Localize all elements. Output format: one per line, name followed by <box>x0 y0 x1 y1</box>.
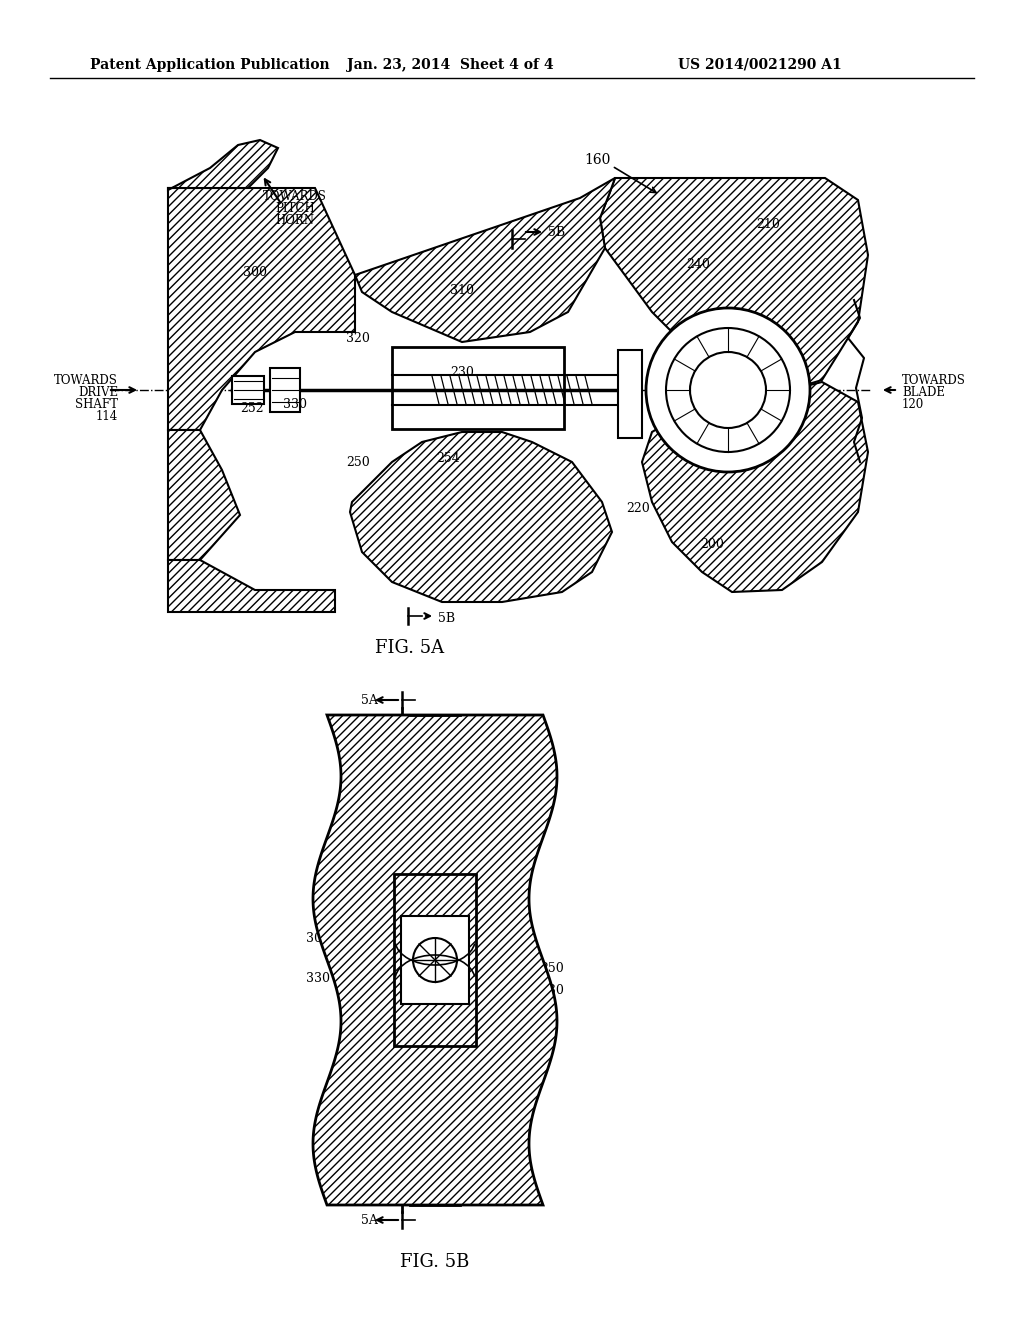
Bar <box>394 874 476 1045</box>
Text: BLADE: BLADE <box>902 385 945 399</box>
Text: 114: 114 <box>96 409 118 422</box>
Text: 5A: 5A <box>361 1213 378 1226</box>
Text: FIG. 5B: FIG. 5B <box>400 1253 470 1271</box>
Polygon shape <box>350 432 612 602</box>
Text: 220: 220 <box>626 502 650 515</box>
Polygon shape <box>168 187 355 430</box>
Text: 252: 252 <box>241 401 264 414</box>
Text: Patent Application Publication: Patent Application Publication <box>90 58 330 73</box>
Circle shape <box>413 939 457 982</box>
Circle shape <box>666 327 790 451</box>
Polygon shape <box>600 178 868 392</box>
Text: 5B: 5B <box>548 226 565 239</box>
Text: 330: 330 <box>306 972 330 985</box>
Text: 330: 330 <box>283 399 307 412</box>
Bar <box>232 376 264 404</box>
Circle shape <box>690 352 766 428</box>
Polygon shape <box>642 381 868 591</box>
Polygon shape <box>168 560 335 612</box>
Bar <box>270 368 300 412</box>
Text: 5A: 5A <box>361 693 378 706</box>
Polygon shape <box>355 178 615 342</box>
Text: US 2014/0021290 A1: US 2014/0021290 A1 <box>678 58 842 73</box>
Text: 300: 300 <box>243 265 267 279</box>
Text: 5B: 5B <box>438 611 455 624</box>
Text: 120: 120 <box>902 397 925 411</box>
Text: 300: 300 <box>306 932 330 945</box>
Text: TOWARDS: TOWARDS <box>263 190 327 202</box>
Text: 200: 200 <box>700 539 724 552</box>
Polygon shape <box>313 715 557 1205</box>
Text: 230: 230 <box>540 983 564 997</box>
Text: 230: 230 <box>451 366 474 379</box>
Circle shape <box>646 308 810 473</box>
Text: TOWARDS: TOWARDS <box>54 374 118 387</box>
Text: 250: 250 <box>540 961 564 974</box>
Text: 210: 210 <box>756 219 780 231</box>
Text: Jan. 23, 2014  Sheet 4 of 4: Jan. 23, 2014 Sheet 4 of 4 <box>347 58 553 73</box>
Text: 254: 254 <box>436 451 460 465</box>
Polygon shape <box>168 430 240 560</box>
Text: TOWARDS: TOWARDS <box>902 374 966 387</box>
Text: HORN: HORN <box>275 214 314 227</box>
Text: DRIVE: DRIVE <box>78 385 118 399</box>
Polygon shape <box>168 140 278 190</box>
Bar <box>394 874 476 1045</box>
Text: 250: 250 <box>346 455 370 469</box>
Bar <box>618 350 642 438</box>
Bar <box>392 347 564 429</box>
Text: 160: 160 <box>585 153 611 168</box>
Bar <box>401 916 469 1005</box>
Text: 240: 240 <box>686 259 710 272</box>
Text: FIG. 5A: FIG. 5A <box>376 639 444 657</box>
Text: 320: 320 <box>346 331 370 345</box>
Text: SHAFT: SHAFT <box>75 397 118 411</box>
Text: 310: 310 <box>450 284 474 297</box>
Text: PITCH: PITCH <box>275 202 314 214</box>
